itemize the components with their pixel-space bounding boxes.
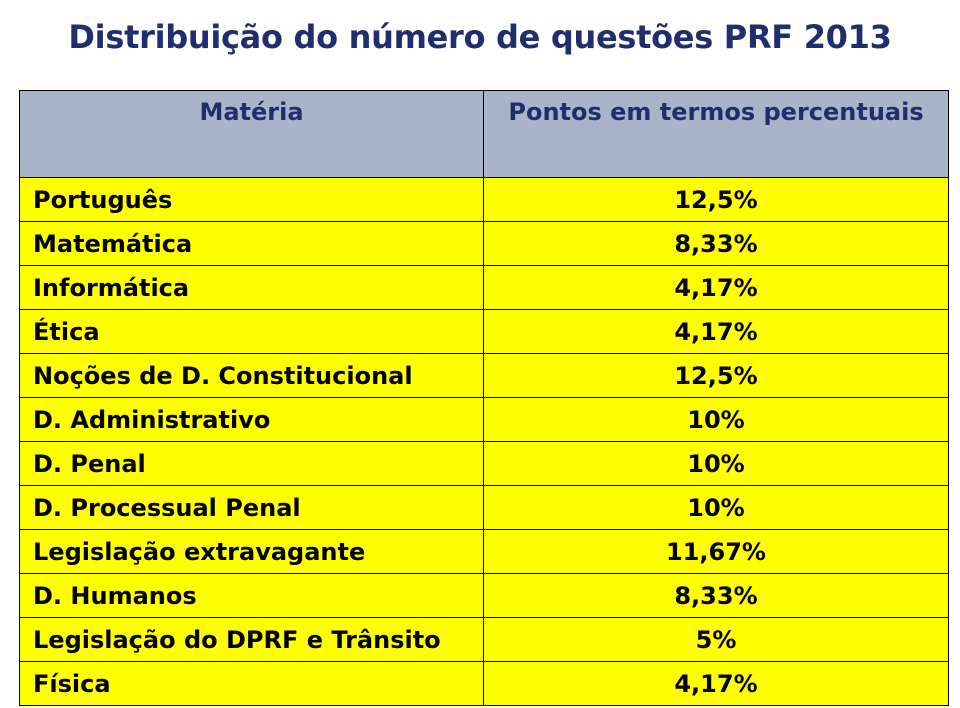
cell-subject: Ética: [19, 309, 484, 354]
cell-percent: 4,17%: [483, 265, 949, 310]
cell-subject: Noções de D. Constitucional: [19, 353, 484, 398]
table-row: Legislação extravagante 11,67%: [19, 529, 949, 574]
table-row: Física 4,17%: [19, 661, 949, 706]
cell-percent: 11,67%: [483, 529, 949, 574]
cell-percent: 4,17%: [483, 661, 949, 706]
table-row: D. Administrativo 10%: [19, 397, 949, 442]
cell-subject: Legislação extravagante: [19, 529, 484, 574]
cell-percent: 8,33%: [483, 573, 949, 618]
cell-percent: 10%: [483, 485, 949, 530]
cell-subject: Informática: [19, 265, 484, 310]
cell-percent: 5%: [483, 617, 949, 662]
table-row: Matemática 8,33%: [19, 221, 949, 266]
cell-percent: 10%: [483, 441, 949, 486]
table-row: Legislação do DPRF e Trânsito 5%: [19, 617, 949, 662]
table-header-row: Matéria Pontos em termos percentuais: [19, 90, 949, 178]
cell-percent: 8,33%: [483, 221, 949, 266]
table-row: D. Humanos 8,33%: [19, 573, 949, 618]
column-header-subject: Matéria: [19, 90, 484, 178]
cell-subject: Matemática: [19, 221, 484, 266]
cell-percent: 12,5%: [483, 353, 949, 398]
cell-subject: Física: [19, 661, 484, 706]
table-row: Noções de D. Constitucional 12,5%: [19, 353, 949, 398]
cell-subject: D. Administrativo: [19, 397, 484, 442]
distribution-table: Matéria Pontos em termos percentuais Por…: [19, 90, 949, 706]
table-row: Informática 4,17%: [19, 265, 949, 310]
cell-percent: 10%: [483, 397, 949, 442]
cell-subject: D. Humanos: [19, 573, 484, 618]
cell-subject: Português: [19, 177, 484, 222]
cell-subject: D. Processual Penal: [19, 485, 484, 530]
cell-subject: D. Penal: [19, 441, 484, 486]
table-row: D. Penal 10%: [19, 441, 949, 486]
chart-title: Distribuição do número de questões PRF 2…: [68, 18, 892, 56]
column-header-percent: Pontos em termos percentuais: [483, 90, 949, 178]
cell-percent: 12,5%: [483, 177, 949, 222]
table-body: Português 12,5% Matemática 8,33% Informática…: [19, 177, 949, 706]
table-row: Ética 4,17%: [19, 309, 949, 354]
cell-subject: Legislação do DPRF e Trânsito: [19, 617, 484, 662]
table-row: D. Processual Penal 10%: [19, 485, 949, 530]
table-row: Português 12,5%: [19, 177, 949, 222]
cell-percent: 4,17%: [483, 309, 949, 354]
